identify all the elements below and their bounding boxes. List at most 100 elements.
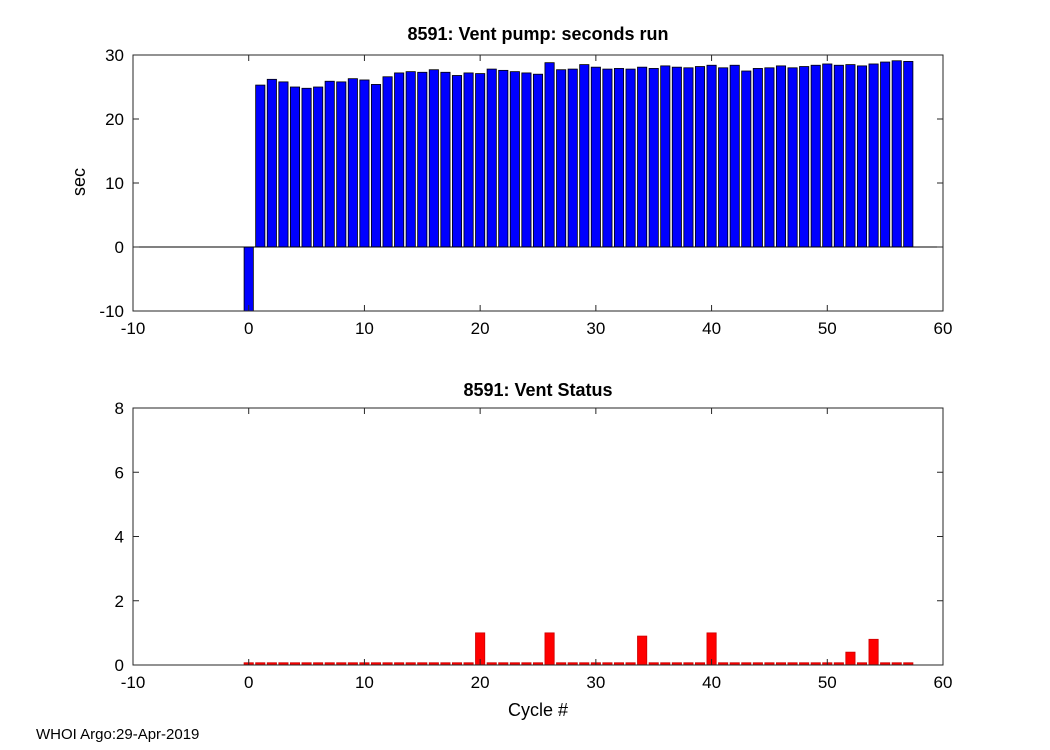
bar bbox=[868, 63, 879, 248]
bar bbox=[498, 662, 509, 665]
bar bbox=[405, 662, 416, 665]
bar bbox=[336, 662, 347, 665]
y-tick-label: 0 bbox=[115, 656, 124, 675]
y-tick-label: 6 bbox=[115, 463, 124, 482]
y-tick-label: 4 bbox=[115, 528, 124, 547]
x-tick-label: 30 bbox=[586, 673, 605, 692]
y-axis-label-sec: sec bbox=[69, 168, 89, 197]
bar bbox=[498, 69, 509, 248]
x-tick-label: 60 bbox=[934, 673, 953, 692]
bar bbox=[613, 662, 625, 665]
bar bbox=[660, 65, 671, 248]
bar bbox=[266, 662, 277, 665]
bar bbox=[683, 67, 694, 248]
bar bbox=[532, 662, 544, 665]
bar bbox=[729, 64, 740, 248]
bar bbox=[833, 64, 844, 248]
bar bbox=[463, 72, 474, 248]
bar bbox=[509, 71, 520, 248]
bar bbox=[729, 662, 740, 665]
bar bbox=[579, 662, 590, 665]
y-tick-label: 20 bbox=[105, 110, 124, 129]
bar bbox=[868, 638, 879, 665]
vent-status-chart: -10 0 10 20 30 40 50 60 0 2 4 6 8 8591: Vent Status … bbox=[0, 360, 1050, 728]
bar bbox=[451, 75, 463, 248]
bar bbox=[428, 662, 439, 665]
bar bbox=[822, 63, 833, 248]
bar bbox=[741, 662, 752, 665]
bar bbox=[764, 67, 775, 248]
x-tick-label: 40 bbox=[702, 673, 721, 692]
bar bbox=[706, 632, 717, 665]
y-tick-label: 30 bbox=[105, 46, 124, 65]
vent-pump-seconds-chart: -10 0 10 20 30 40 50 60 -10 0 10 20 30 8591: Vent pu… bbox=[0, 0, 1050, 360]
bar bbox=[544, 632, 555, 665]
x-tick-label: 30 bbox=[586, 319, 605, 338]
y-tick-label: -10 bbox=[99, 302, 124, 321]
bar bbox=[637, 66, 648, 248]
x-tick-label: 10 bbox=[355, 319, 374, 338]
x-tick-label: 50 bbox=[818, 319, 837, 338]
bar bbox=[486, 662, 497, 665]
bar bbox=[741, 70, 752, 248]
bar bbox=[301, 662, 312, 665]
bar bbox=[324, 80, 335, 248]
bar bbox=[694, 662, 706, 665]
x-tick-label: 20 bbox=[471, 673, 490, 692]
bar bbox=[405, 71, 416, 248]
bar bbox=[880, 662, 891, 665]
x-axis-label-cycle: Cycle # bbox=[507, 700, 569, 720]
bar bbox=[752, 68, 763, 248]
bar bbox=[706, 64, 717, 248]
bar bbox=[671, 662, 682, 665]
bar bbox=[567, 68, 578, 248]
bar bbox=[891, 60, 902, 248]
bar bbox=[845, 651, 856, 665]
bar bbox=[567, 662, 578, 665]
bar bbox=[787, 67, 798, 248]
bar bbox=[475, 632, 486, 665]
bar bbox=[833, 662, 844, 665]
x-tick-label: 50 bbox=[818, 673, 837, 692]
bar bbox=[509, 662, 520, 665]
bar bbox=[463, 662, 474, 665]
x-tick-label: -10 bbox=[121, 319, 146, 338]
bar bbox=[775, 662, 787, 665]
x-tick-label: 10 bbox=[355, 673, 374, 692]
bar bbox=[856, 662, 868, 665]
x-tick-label: 0 bbox=[244, 319, 253, 338]
x-tick-label: 20 bbox=[471, 319, 490, 338]
bar bbox=[660, 662, 671, 665]
bar bbox=[382, 76, 393, 248]
y-tick-label: 2 bbox=[115, 592, 124, 611]
bar bbox=[313, 86, 324, 248]
bar bbox=[752, 662, 763, 665]
bar bbox=[648, 662, 659, 665]
bar bbox=[486, 68, 497, 248]
bar bbox=[891, 662, 902, 665]
bar bbox=[440, 662, 451, 665]
x-tick-label: 60 bbox=[934, 319, 953, 338]
bar bbox=[278, 81, 289, 248]
chart-title-vent-pump: 8591: Vent pump: seconds run bbox=[407, 24, 669, 44]
x-tick-label: 40 bbox=[702, 319, 721, 338]
bar bbox=[394, 72, 405, 248]
bar bbox=[880, 61, 891, 248]
bar bbox=[336, 81, 347, 248]
bar bbox=[648, 68, 659, 248]
bar bbox=[694, 66, 706, 248]
bar bbox=[544, 62, 555, 248]
bar bbox=[856, 65, 868, 248]
bar bbox=[556, 662, 567, 665]
bar bbox=[521, 72, 532, 248]
bar bbox=[787, 662, 798, 665]
bar bbox=[602, 662, 613, 665]
bar bbox=[382, 662, 393, 665]
bar bbox=[903, 61, 914, 248]
bar bbox=[359, 79, 370, 248]
bar bbox=[810, 64, 821, 248]
bar bbox=[532, 73, 544, 248]
bar bbox=[613, 68, 625, 248]
bar bbox=[370, 662, 382, 665]
bar bbox=[764, 662, 775, 665]
